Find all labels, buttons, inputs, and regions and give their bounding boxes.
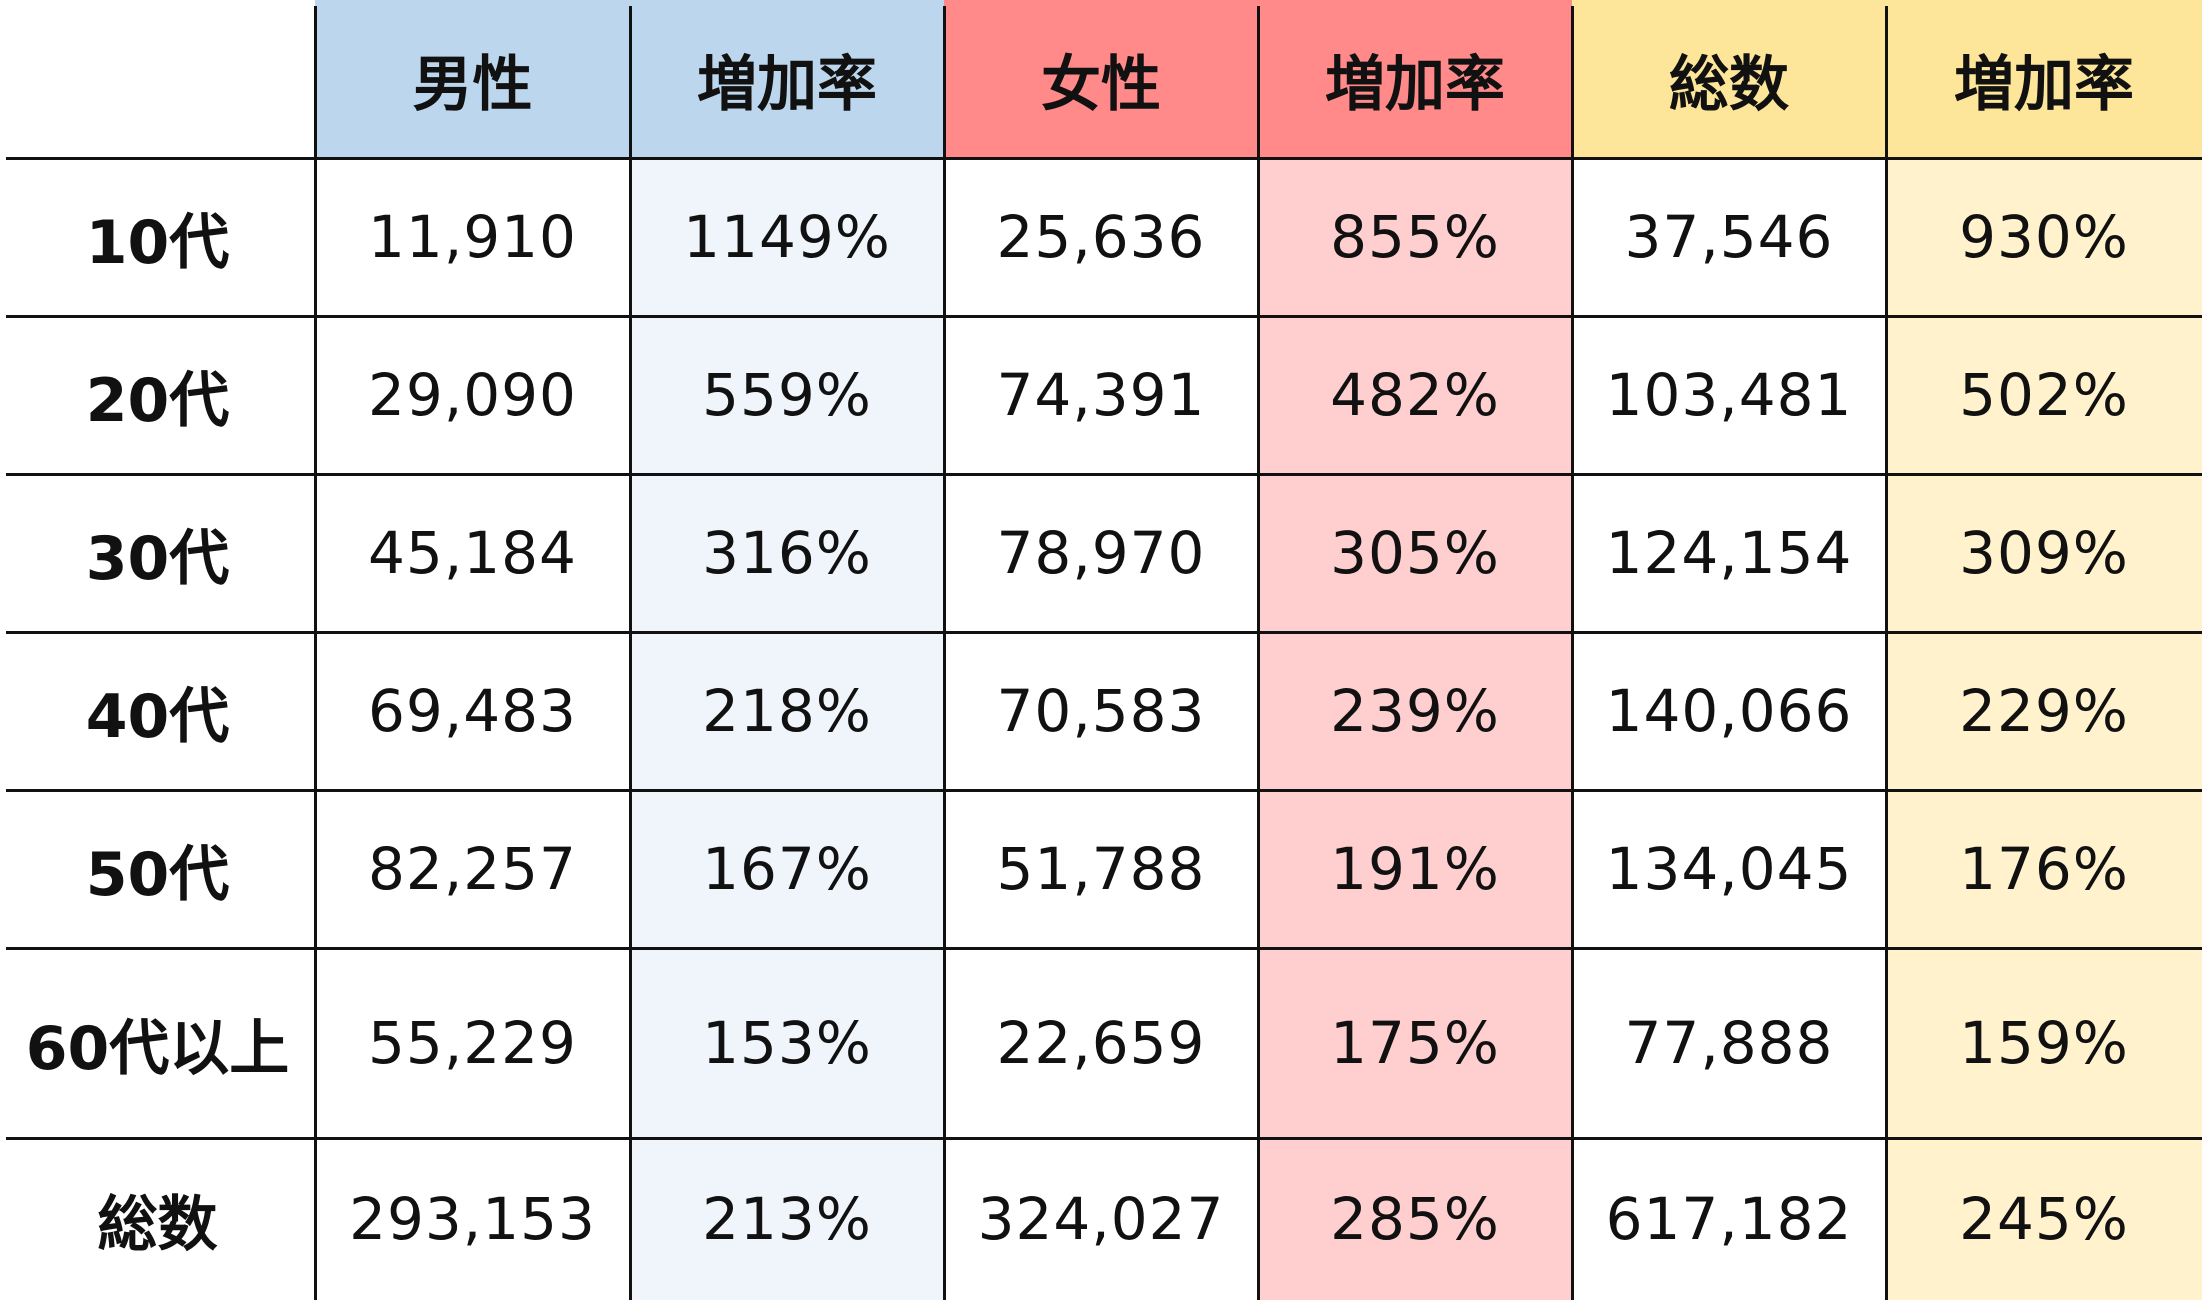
- row-label-3: 30代: [85, 523, 230, 594]
- cell-5-total-rate: 176%: [1886, 790, 2202, 948]
- cell-4-total: 140,066: [1605, 677, 1853, 745]
- cell-5-female-rate: 191%: [1258, 790, 1572, 948]
- row-divider: [6, 947, 2202, 950]
- cell-6-female-rate: 175%: [1258, 948, 1572, 1138]
- header-row-label: [0, 0, 315, 158]
- cell-5-total: 134,045: [1605, 835, 1853, 903]
- row-label-1: 10代: [85, 207, 230, 278]
- row-divider: [6, 631, 2202, 634]
- cell-1-male: 11,910: [368, 203, 577, 271]
- cell-6-total: 77,888: [1624, 1009, 1834, 1077]
- cell-5-female: 51,788: [996, 835, 1206, 903]
- cell-6-female: 22,659: [996, 1009, 1206, 1077]
- row-label-2: 20代: [85, 365, 230, 436]
- cell-7-female: 324,027: [977, 1185, 1225, 1253]
- cell-3-male-rate: 316%: [630, 474, 944, 632]
- cell-3-female: 78,970: [996, 519, 1206, 587]
- cell-2-total: 103,481: [1605, 361, 1853, 429]
- cell-2-female-rate: 482%: [1258, 316, 1572, 474]
- cell-2-total-rate: 502%: [1886, 316, 2202, 474]
- column-divider: [1885, 6, 1888, 1300]
- cell-7-total: 617,182: [1605, 1185, 1853, 1253]
- cell-5-male-rate: 167%: [630, 790, 944, 948]
- row-label-7: 総数: [97, 1189, 218, 1260]
- cell-3-total-rate: 309%: [1886, 474, 2202, 632]
- column-divider: [314, 6, 317, 1300]
- row-label-4: 40代: [85, 681, 230, 752]
- cell-1-total: 37,546: [1624, 203, 1834, 271]
- row-divider: [6, 473, 2202, 476]
- row-divider: [6, 1137, 2202, 1140]
- cell-7-male-rate: 213%: [630, 1138, 944, 1300]
- header-female: 女性: [944, 0, 1258, 158]
- row-divider: [6, 157, 2202, 160]
- cell-4-female: 70,583: [996, 677, 1206, 745]
- cell-6-male-rate: 153%: [630, 948, 944, 1138]
- cell-1-female: 25,636: [996, 203, 1206, 271]
- column-divider: [629, 6, 632, 1300]
- cell-4-male: 69,483: [368, 677, 577, 745]
- header-total: 総数: [1572, 0, 1886, 158]
- cell-7-total-rate: 245%: [1886, 1138, 2202, 1300]
- header-female-rate: 増加率: [1258, 0, 1572, 158]
- header-male-rate: 増加率: [630, 0, 944, 158]
- column-divider: [1571, 6, 1574, 1300]
- cell-2-male-rate: 559%: [630, 316, 944, 474]
- cell-4-female-rate: 239%: [1258, 632, 1572, 790]
- cell-1-female-rate: 855%: [1258, 158, 1572, 316]
- cell-1-total-rate: 930%: [1886, 158, 2202, 316]
- row-label-6: 60代以上: [25, 1013, 290, 1084]
- cell-2-male: 29,090: [368, 361, 577, 429]
- cell-1-male-rate: 1149%: [630, 158, 944, 316]
- column-divider: [1257, 6, 1260, 1300]
- cell-3-female-rate: 305%: [1258, 474, 1572, 632]
- column-divider: [943, 6, 946, 1300]
- cell-2-female: 74,391: [996, 361, 1206, 429]
- row-divider: [6, 789, 2202, 792]
- cell-4-total-rate: 229%: [1886, 632, 2202, 790]
- cell-7-male: 293,153: [349, 1185, 596, 1253]
- row-label-5: 50代: [85, 839, 230, 910]
- row-divider: [6, 315, 2202, 318]
- cell-3-male: 45,184: [368, 519, 577, 587]
- cell-5-male: 82,257: [368, 835, 577, 903]
- cell-7-female-rate: 285%: [1258, 1138, 1572, 1300]
- cell-4-male-rate: 218%: [630, 632, 944, 790]
- cell-6-male: 55,229: [368, 1009, 577, 1077]
- header-total-rate: 増加率: [1886, 0, 2202, 158]
- cell-3-total: 124,154: [1605, 519, 1853, 587]
- cell-6-total-rate: 159%: [1886, 948, 2202, 1138]
- header-male: 男性: [315, 0, 630, 158]
